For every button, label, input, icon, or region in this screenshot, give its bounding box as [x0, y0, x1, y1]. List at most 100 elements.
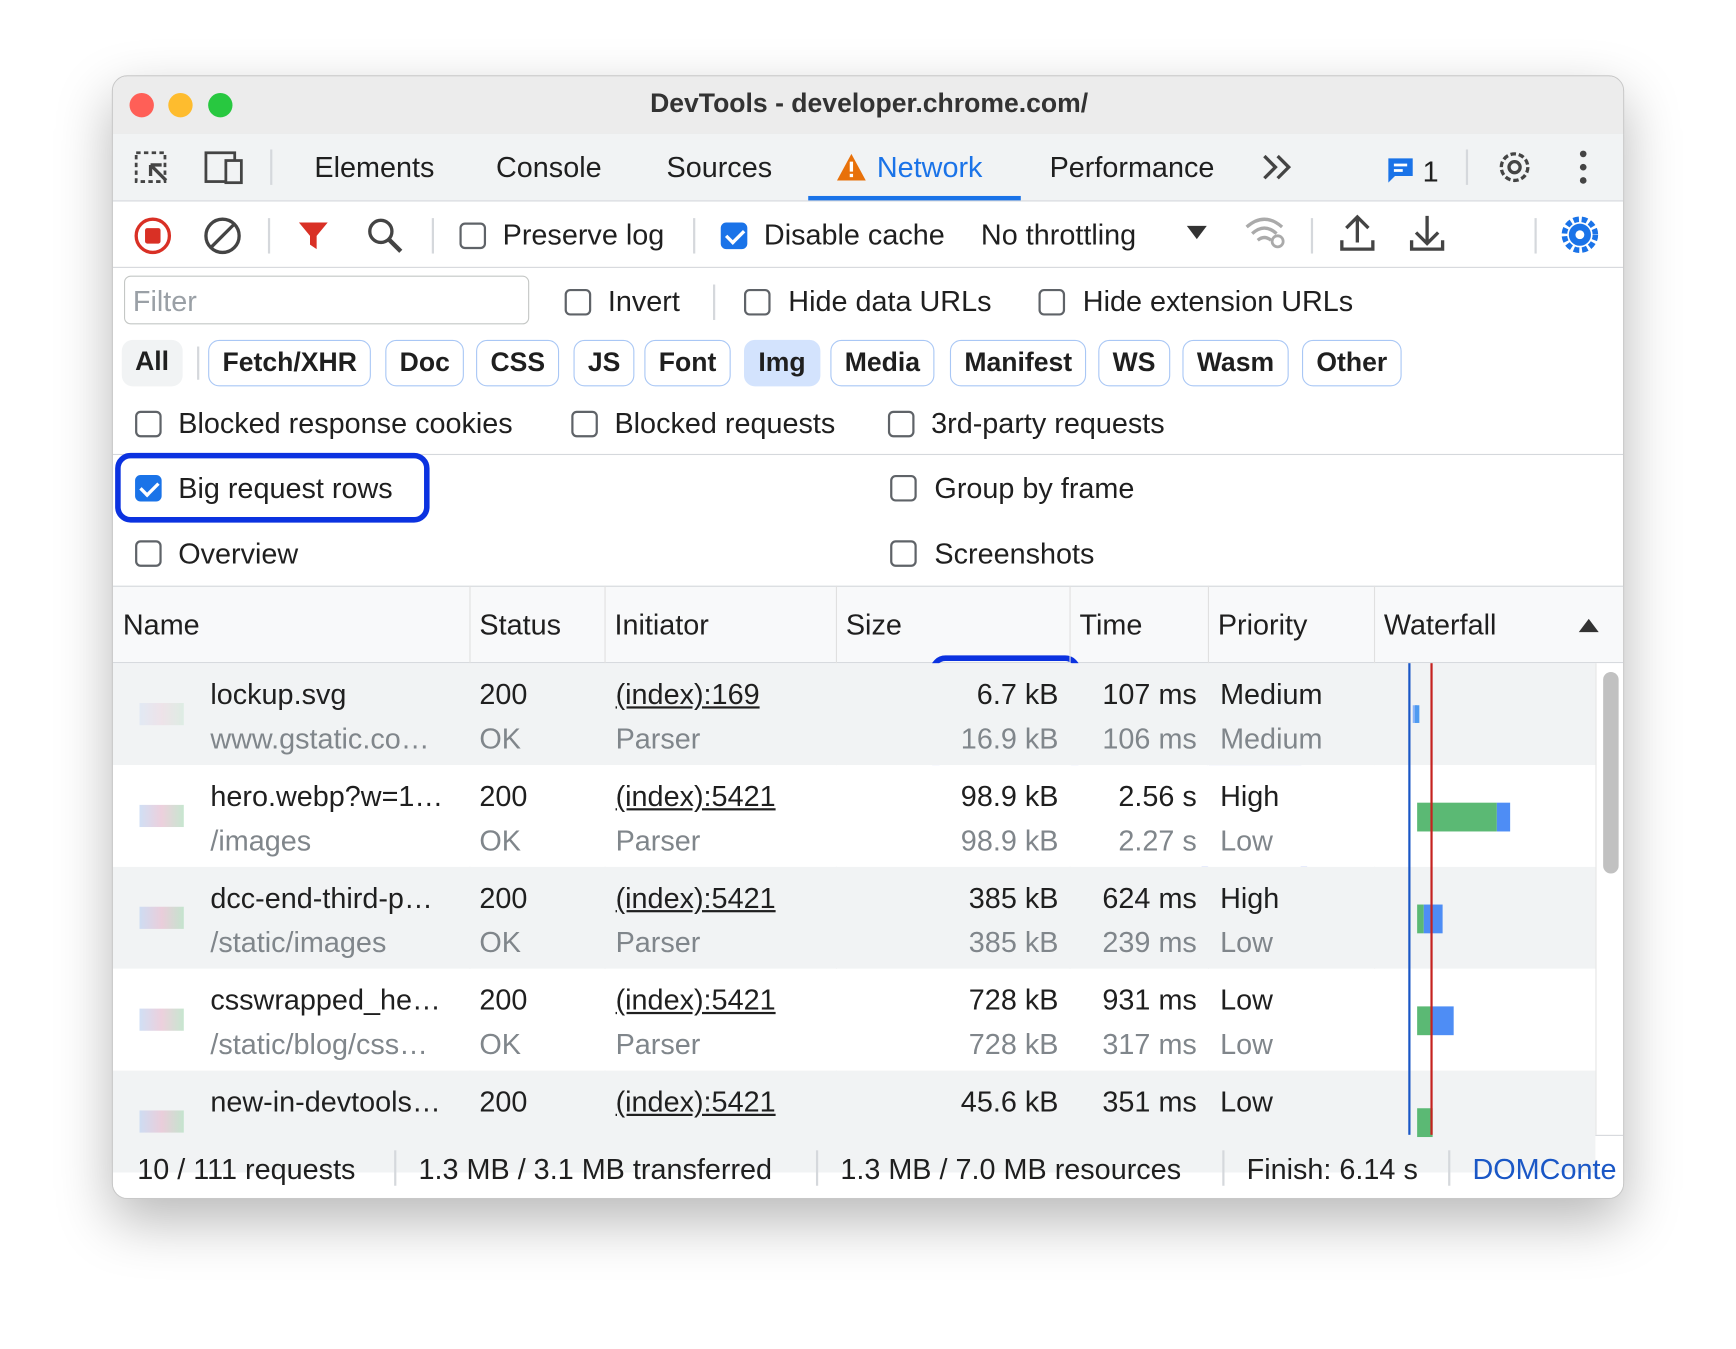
- request-name: hero.webp?w=1…: [210, 779, 444, 813]
- column-header[interactable]: Priority: [1217, 607, 1308, 642]
- tab[interactable]: Performance: [1049, 150, 1215, 184]
- status-code: 200: [479, 983, 528, 1017]
- type-filter[interactable]: Wasm: [1182, 339, 1289, 387]
- type-filter[interactable]: JS: [573, 339, 635, 387]
- disable-cache-label[interactable]: Disable cache: [763, 218, 945, 252]
- waterfall-bar: [1417, 904, 1424, 934]
- checkbox[interactable]: [1038, 288, 1066, 316]
- scrollbar-thumb[interactable]: [1603, 672, 1619, 874]
- table-row[interactable]: [112, 765, 1596, 867]
- checkbox[interactable]: [890, 540, 917, 567]
- zoom-button[interactable]: [208, 92, 233, 118]
- hide-data-urls-label[interactable]: Hide data URLs: [788, 284, 992, 318]
- network-settings-icon[interactable]: [1559, 214, 1601, 256]
- initial-priority: Low: [1220, 823, 1273, 857]
- issues-icon[interactable]: [1386, 156, 1415, 185]
- more-tabs[interactable]: [1260, 152, 1295, 183]
- initiator-link[interactable]: (index):5421: [615, 983, 776, 1017]
- column-header[interactable]: Waterfall: [1383, 607, 1497, 642]
- type-filter[interactable]: Media: [830, 339, 935, 387]
- status-item: 1.3 MB / 3.1 MB transferred: [418, 1152, 773, 1186]
- initiator-link[interactable]: (index):169: [615, 677, 760, 711]
- row-thumbnail: [139, 703, 184, 726]
- type-filter[interactable]: Other: [1301, 339, 1402, 387]
- resource-size: 728 kB: [968, 1027, 1059, 1061]
- table-row[interactable]: [112, 866, 1596, 969]
- latency: 317 ms: [1102, 1027, 1197, 1061]
- type-filter[interactable]: All: [121, 339, 183, 387]
- sort-arrow[interactable]: [1577, 617, 1601, 635]
- minimize-button[interactable]: [168, 92, 193, 118]
- column-header[interactable]: Size: [845, 607, 902, 642]
- row-thumbnail: [139, 1110, 184, 1133]
- column-header[interactable]: Initiator: [614, 607, 709, 642]
- checkbox[interactable]: [571, 410, 598, 438]
- total-time: 2.56 s: [1118, 779, 1197, 813]
- request-path: www.gstatic.co…: [210, 721, 430, 756]
- status-item: DOMConte: [1472, 1152, 1617, 1186]
- invert-label[interactable]: Invert: [607, 284, 680, 318]
- waterfall-bar: [1414, 705, 1420, 723]
- tab[interactable]: Elements: [314, 150, 435, 184]
- initiator-link[interactable]: (index):5421: [615, 881, 776, 915]
- dropdown-arrow[interactable]: [1185, 223, 1209, 243]
- initiator-link[interactable]: (index):5421: [615, 779, 776, 813]
- row-thumbnail: [139, 906, 184, 929]
- status-text: OK: [479, 823, 521, 857]
- table-row[interactable]: [112, 968, 1596, 1071]
- initiator-link[interactable]: (index):5421: [615, 1084, 776, 1119]
- table-row[interactable]: [112, 663, 1596, 766]
- initiator-type: Parser: [615, 925, 701, 959]
- type-filter[interactable]: CSS: [476, 339, 560, 387]
- request-name: csswrapped_he…: [210, 983, 441, 1017]
- tab[interactable]: Sources: [666, 150, 773, 184]
- row-thumbnail: [139, 1008, 184, 1031]
- checkbox[interactable]: [135, 410, 162, 438]
- column-header[interactable]: Time: [1079, 607, 1143, 642]
- tool-icons[interactable]: [133, 147, 266, 191]
- option-label[interactable]: Overview: [178, 536, 299, 571]
- column-header[interactable]: Name: [122, 607, 200, 642]
- option-label[interactable]: Group by frame: [934, 471, 1135, 505]
- filter-input[interactable]: [123, 275, 530, 325]
- checkbox[interactable]: [887, 410, 915, 438]
- throttling-select[interactable]: No throttling: [980, 218, 1137, 252]
- window-title: DevTools - developer.chrome.com/: [650, 88, 1089, 119]
- checkbox[interactable]: [720, 222, 748, 250]
- issues-count[interactable]: 1: [1422, 154, 1439, 189]
- type-filter[interactable]: Font: [644, 339, 731, 387]
- option-label[interactable]: Big request rows: [178, 471, 393, 505]
- tab[interactable]: Console: [495, 150, 602, 184]
- row-thumbnail: [139, 804, 184, 828]
- type-filter[interactable]: Fetch/XHR: [208, 339, 372, 387]
- checkbox[interactable]: [135, 474, 162, 502]
- separator: [815, 1150, 819, 1186]
- record-controls[interactable]: [131, 214, 419, 258]
- close-button[interactable]: [129, 92, 154, 118]
- type-filter[interactable]: Doc: [385, 339, 465, 387]
- menu-icon[interactable]: [1572, 147, 1594, 187]
- checkbox[interactable]: [135, 540, 162, 567]
- hide-extension-urls-label[interactable]: Hide extension URLs: [1082, 284, 1354, 318]
- network-conditions-icon[interactable]: [1242, 211, 1286, 251]
- option-label[interactable]: Screenshots: [934, 536, 1095, 571]
- tab-active[interactable]: Network: [876, 150, 983, 184]
- resource-size: 16.9 kB: [960, 721, 1059, 756]
- import-export-icons[interactable]: [1337, 211, 1459, 255]
- checkbox[interactable]: [564, 288, 592, 316]
- checkbox[interactable]: [743, 288, 771, 316]
- filter-placeholder[interactable]: Filter: [132, 284, 197, 318]
- option-label[interactable]: Blocked requests: [614, 406, 836, 440]
- settings-icon[interactable]: [1495, 147, 1535, 187]
- option-label[interactable]: 3rd-party requests: [931, 406, 1165, 440]
- table-row[interactable]: [112, 1070, 1596, 1173]
- preserve-log-label[interactable]: Preserve log: [502, 218, 665, 252]
- status-text: OK: [479, 1027, 521, 1061]
- column-header[interactable]: Status: [479, 607, 562, 642]
- checkbox[interactable]: [459, 222, 487, 250]
- checkbox[interactable]: [890, 474, 917, 502]
- option-label[interactable]: Blocked response cookies: [178, 406, 513, 440]
- type-filter[interactable]: Manifest: [949, 339, 1087, 387]
- type-filter[interactable]: WS: [1098, 339, 1170, 387]
- type-filter[interactable]: Img: [743, 339, 821, 387]
